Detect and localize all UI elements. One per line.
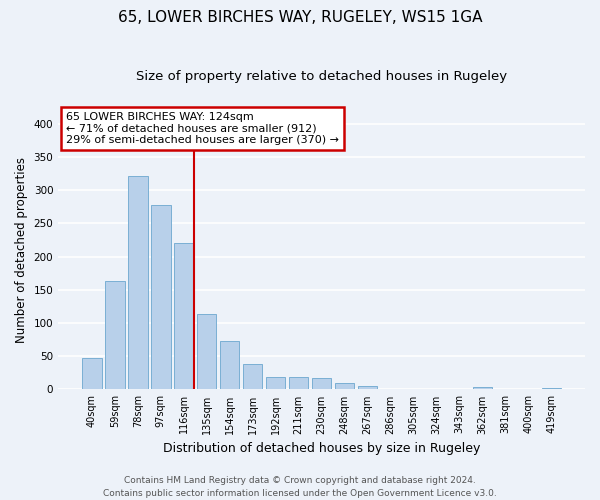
Text: 65, LOWER BIRCHES WAY, RUGELEY, WS15 1GA: 65, LOWER BIRCHES WAY, RUGELEY, WS15 1GA (118, 10, 482, 25)
Bar (220, 341, 239, 390)
Bar (105, 281, 125, 390)
Text: Contains HM Land Registry data © Crown copyright and database right 2024.
Contai: Contains HM Land Registry data © Crown c… (103, 476, 497, 498)
Bar (289, 378, 308, 390)
Bar (151, 205, 170, 390)
Bar (82, 358, 101, 390)
Bar (128, 176, 148, 390)
X-axis label: Distribution of detached houses by size in Rugeley: Distribution of detached houses by size … (163, 442, 480, 455)
Bar (243, 364, 262, 390)
Bar (312, 378, 331, 390)
Bar (542, 388, 561, 390)
Bar (473, 388, 492, 390)
Bar (197, 314, 217, 390)
Bar (266, 378, 286, 390)
Bar (174, 242, 194, 390)
Bar (358, 386, 377, 390)
Bar (335, 383, 355, 390)
Text: 65 LOWER BIRCHES WAY: 124sqm
← 71% of detached houses are smaller (912)
29% of s: 65 LOWER BIRCHES WAY: 124sqm ← 71% of de… (66, 112, 339, 145)
Y-axis label: Number of detached properties: Number of detached properties (15, 157, 28, 343)
Title: Size of property relative to detached houses in Rugeley: Size of property relative to detached ho… (136, 70, 507, 83)
